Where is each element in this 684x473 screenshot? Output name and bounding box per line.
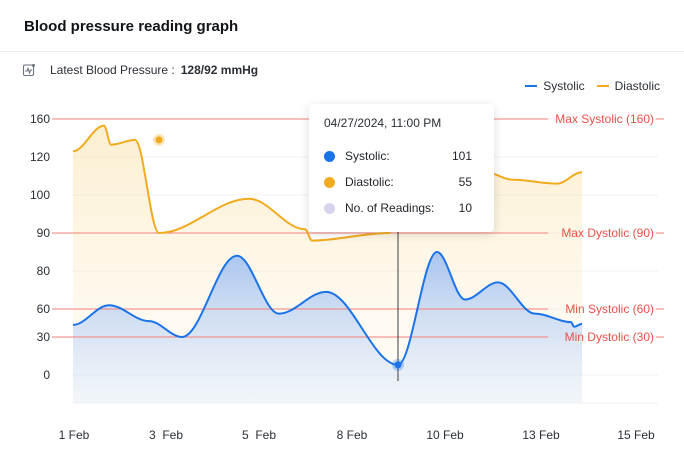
threshold-label: Max Dystolic (90): [561, 226, 654, 240]
legend-swatch-diastolic: [596, 85, 609, 87]
tooltip-row-readings: No. of Readings: 10: [324, 201, 472, 215]
threshold-label: Min Dystolic (30): [565, 330, 654, 344]
card-title: Blood pressure reading graph: [24, 18, 239, 35]
tooltip-label: Diastolic:: [345, 175, 394, 189]
x-tick-label: 3 Feb: [149, 428, 183, 442]
y-tick-label: 120: [30, 150, 50, 164]
tooltip-row-systolic: Systolic: 101: [324, 149, 472, 163]
tooltip-dot-diastolic: [324, 176, 335, 188]
systolic-line: [72, 250, 583, 366]
y-tick-label: 30: [37, 330, 51, 344]
x-tick-label: 5 Feb: [242, 428, 276, 442]
systolic-marker: [394, 361, 402, 369]
tooltip-row-diastolic: Diastolic: 55: [324, 175, 472, 189]
tooltip-value: 55: [458, 175, 472, 189]
tooltip-label: No. of Readings:: [345, 201, 435, 215]
legend-label-systolic: Systolic: [543, 79, 585, 93]
hover-markers: [153, 133, 404, 381]
y-tick-label: 60: [37, 302, 51, 316]
tooltip-dot-systolic: [324, 150, 335, 162]
y-tick-label: 80: [37, 264, 51, 278]
latest-reading: Latest Blood Pressure : 128/92 mmHg: [22, 63, 258, 77]
tooltip-title: 04/27/2024, 11:00 PM: [324, 116, 442, 130]
diastolic-marker: [155, 136, 163, 144]
x-tick-label: 8 Feb: [337, 428, 368, 442]
tooltip-dot-readings: [324, 202, 335, 214]
card-header: Blood pressure reading graph: [0, 0, 684, 52]
heart-rate-monitor-icon: [22, 64, 35, 77]
tooltip-value: 10: [458, 201, 472, 215]
latest-value: 128/92 mmHg: [180, 63, 259, 77]
x-tick-label: 15 Feb: [617, 428, 655, 442]
legend-item-diastolic[interactable]: Diastolic: [596, 79, 660, 93]
legend-label-diastolic: Diastolic: [614, 79, 660, 93]
threshold-label: Min Systolic (60): [565, 302, 654, 316]
latest-label: Latest Blood Pressure :: [50, 63, 175, 77]
y-tick-label: 160: [30, 112, 50, 126]
legend-item-systolic[interactable]: Systolic: [525, 79, 585, 93]
threshold-lines: Max Systolic (160) Max Dystolic (90) Min S…: [52, 112, 664, 344]
tooltip-value: 101: [451, 149, 472, 163]
y-tick-label: 0: [43, 368, 50, 382]
systolic-area: [73, 252, 582, 403]
x-tick-label: 13 Feb: [522, 428, 560, 442]
legend-swatch-systolic: [525, 85, 538, 87]
x-tick-label: 10 Feb: [426, 428, 464, 442]
y-tick-label: 100: [30, 188, 50, 202]
y-tick-label: 90: [37, 226, 51, 240]
axis-labels: 0 30 60 80 90 100 120 160 1 Feb 3 Feb 5 Feb 8 Feb 10…: [30, 112, 655, 442]
tooltip-label: Systolic:: [345, 149, 390, 163]
x-tick-label: 1 Feb: [59, 428, 90, 442]
chart-tooltip: 04/27/2024, 11:00 PM Systolic: 101 Diast…: [309, 104, 494, 232]
threshold-label: Max Systolic (160): [555, 112, 654, 126]
chart-legend: Systolic Diastolic: [513, 79, 660, 93]
